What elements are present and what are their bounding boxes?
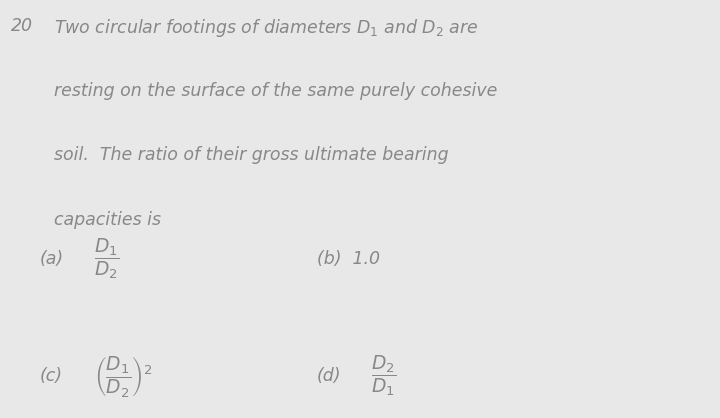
Text: (c): (c): [40, 367, 63, 385]
Text: (b)  1.0: (b) 1.0: [317, 250, 380, 268]
Text: $\dfrac{D_1}{D_2}$: $\dfrac{D_1}{D_2}$: [94, 237, 119, 281]
Text: $\left(\dfrac{D_1}{D_2}\right)^2$: $\left(\dfrac{D_1}{D_2}\right)^2$: [94, 354, 152, 399]
Text: (d): (d): [317, 367, 341, 385]
Text: capacities is: capacities is: [54, 211, 161, 229]
Text: soil.  The ratio of their gross ultimate bearing: soil. The ratio of their gross ultimate …: [54, 146, 449, 164]
Text: Two circular footings of diameters $D_1$ and $D_2$ are: Two circular footings of diameters $D_1$…: [54, 17, 479, 39]
Text: 20: 20: [11, 17, 33, 35]
Text: $\dfrac{D_2}{D_1}$: $\dfrac{D_2}{D_1}$: [371, 354, 396, 398]
Text: (a): (a): [40, 250, 64, 268]
Text: resting on the surface of the same purely cohesive: resting on the surface of the same purel…: [54, 82, 498, 99]
